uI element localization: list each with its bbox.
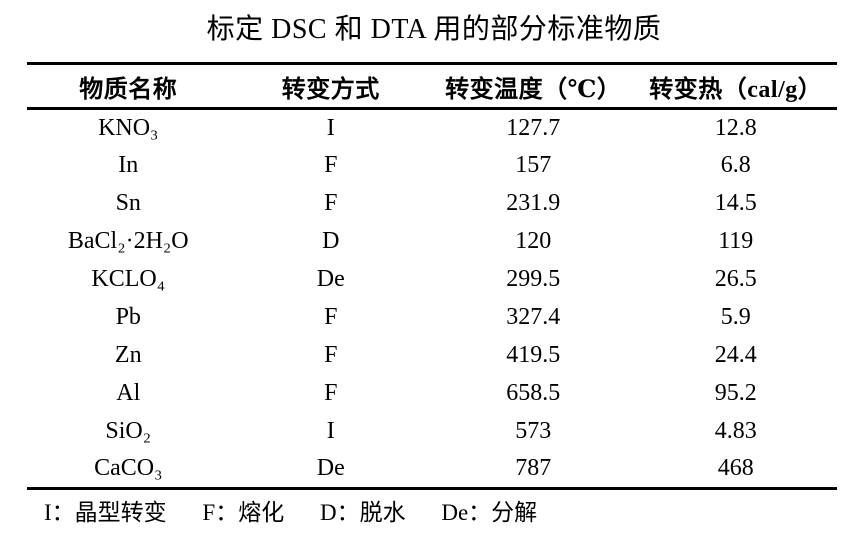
table-row: Al F 658.5 95.2: [27, 375, 837, 413]
cell-substance: Zn: [114, 342, 142, 368]
table-row: Sn F 231.9 14.5: [27, 185, 837, 223]
cell-mode: I: [326, 114, 335, 141]
cell-heat: 119: [718, 228, 754, 254]
page-title: 标定 DSC 和 DTA 用的部分标准物质: [206, 14, 662, 45]
cell-heat: 5.9: [720, 304, 751, 330]
cell-heat: 468: [717, 455, 754, 482]
cell-heat: 6.8: [720, 152, 751, 178]
table-row: KNO₃ I 127.7 12.8: [27, 109, 837, 147]
cell-temperature: 299.5: [506, 266, 561, 292]
cell-heat: 26.5: [714, 266, 757, 292]
cell-substance: KCLO₄: [91, 266, 166, 292]
cell-substance: CaCO₃: [94, 455, 163, 482]
cell-mode: F: [324, 342, 338, 368]
cell-mode: F: [324, 380, 338, 406]
cell-substance: SiO₂: [105, 418, 152, 444]
cell-temperature: 787: [515, 455, 552, 482]
cell-heat: 24.4: [714, 342, 757, 368]
cell-heat: 4.83: [714, 418, 757, 444]
table-header: 物质名称 转变方式 转变温度（℃） 转变热（cal/g）: [27, 64, 837, 109]
cell-temperature: 419.5: [506, 342, 561, 368]
table-row: CaCO₃ De 787 468: [27, 451, 837, 489]
cell-temperature: 658.5: [506, 380, 561, 406]
cell-substance: Al: [116, 380, 141, 406]
cell-substance: KNO₃: [98, 114, 159, 141]
cell-mode: F: [324, 190, 338, 216]
cell-temperature: 157: [515, 152, 552, 178]
col-header-substance-name: 物质名称: [79, 76, 178, 103]
legend-item-crystal-transition: I：晶型转变: [44, 500, 167, 525]
cell-heat: 14.5: [714, 190, 757, 216]
cell-temperature: 127.7: [506, 114, 561, 141]
table-body: KNO₃ I 127.7 12.8 In F 157 6.8 Sn F 231.…: [27, 109, 837, 489]
cell-substance: In: [118, 152, 139, 178]
cell-heat: 95.2: [714, 380, 757, 406]
table-row: KCLO₄ De 299.5 26.5: [27, 261, 837, 299]
legend-item-fusion: F：熔化: [202, 500, 285, 525]
cell-mode: D: [322, 228, 340, 254]
header-row: 物质名称 转变方式 转变温度（℃） 转变热（cal/g）: [27, 64, 837, 109]
table-row: Zn F 419.5 24.4: [27, 337, 837, 375]
legend-item-dehydration: D：脱水: [319, 500, 406, 525]
cell-mode: F: [324, 152, 338, 178]
cell-temperature: 327.4: [506, 304, 561, 330]
table-row: BaCl₂·2H₂O D 120 119: [27, 223, 837, 261]
table-row: In F 157 6.8: [27, 147, 837, 185]
table-row: Pb F 327.4 5.9: [27, 299, 837, 337]
cell-substance: BaCl₂·2H₂O: [67, 228, 189, 254]
cell-substance: Pb: [115, 304, 141, 330]
cell-mode: De: [316, 455, 345, 482]
col-header-transition-mode: 转变方式: [281, 76, 380, 103]
cell-mode: I: [326, 418, 335, 444]
cell-temperature: 120: [515, 228, 552, 254]
standards-table: 物质名称 转变方式 转变温度（℃） 转变热（cal/g） KNO₃ I 127.…: [27, 62, 837, 490]
cell-mode: De: [316, 266, 345, 292]
legend-footnote: I：晶型转变 F：熔化 D：脱水 De：分解: [44, 499, 868, 527]
cell-temperature: 231.9: [506, 190, 561, 216]
col-header-transition-heat: 转变热（cal/g）: [649, 76, 823, 103]
cell-substance: Sn: [115, 190, 141, 216]
table-row: SiO₂ I 573 4.83: [27, 413, 837, 451]
cell-heat: 12.8: [714, 114, 757, 141]
legend-item-decomposition: De：分解: [441, 500, 538, 525]
col-header-transition-temperature: 转变温度（℃）: [445, 76, 622, 103]
cell-temperature: 573: [515, 418, 552, 444]
cell-mode: F: [324, 304, 338, 330]
